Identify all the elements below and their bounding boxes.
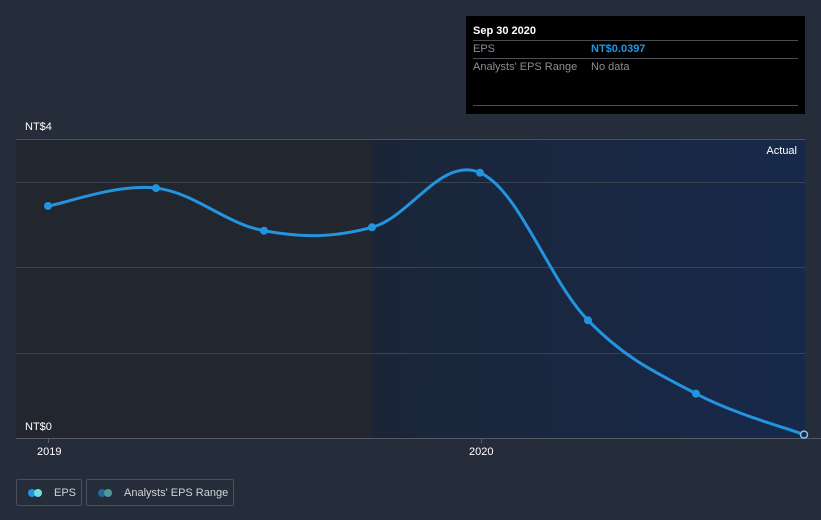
eps-data-point[interactable] — [368, 223, 376, 232]
legend-eps-label: EPS — [54, 486, 77, 499]
tooltip-range-label: Analysts' EPS Range — [473, 61, 578, 73]
tooltip-divider — [473, 105, 798, 106]
x-axis-label-2019: 2019 — [37, 446, 62, 458]
eps-line — [46, 168, 806, 437]
eps-data-point[interactable] — [799, 430, 809, 439]
eps-points — [44, 168, 809, 439]
eps-data-point[interactable] — [260, 226, 268, 235]
actual-region — [371, 140, 805, 438]
tooltip-date: Sep 30 2020 — [473, 16, 798, 41]
eps-data-point[interactable] — [152, 184, 160, 193]
eps-data-point[interactable] — [584, 316, 592, 325]
eps-data-point[interactable] — [476, 168, 484, 177]
y-axis-top-label: NT$4 — [25, 121, 52, 133]
eps-data-point[interactable] — [44, 201, 52, 210]
eps-legend-icon — [28, 488, 44, 497]
legend-item-eps[interactable]: EPS — [16, 479, 82, 506]
tooltip-row-range: Analysts' EPS Range No data — [473, 59, 798, 76]
legend-item-analysts-range[interactable]: Analysts' EPS Range — [86, 479, 234, 506]
eps-data-point[interactable] — [692, 389, 700, 398]
tooltip-row-eps: EPS NT$0.0397 — [473, 41, 798, 59]
tooltip-range-value: No data — [591, 61, 630, 73]
tooltip-eps-label: EPS — [473, 43, 496, 55]
past-region — [16, 140, 371, 438]
legend-analysts-range-label: Analysts' EPS Range — [124, 486, 229, 499]
y-axis-bottom-label: NT$0 — [25, 421, 52, 433]
tooltip: Sep 30 2020 EPS NT$0.0397 Analysts' EPS … — [466, 16, 805, 114]
analysts-range-legend-icon — [98, 488, 114, 497]
x-axis-label-2020: 2020 — [469, 446, 494, 458]
tooltip-eps-value: NT$0.0397 — [591, 43, 646, 55]
actual-region-label: Actual — [766, 145, 797, 157]
